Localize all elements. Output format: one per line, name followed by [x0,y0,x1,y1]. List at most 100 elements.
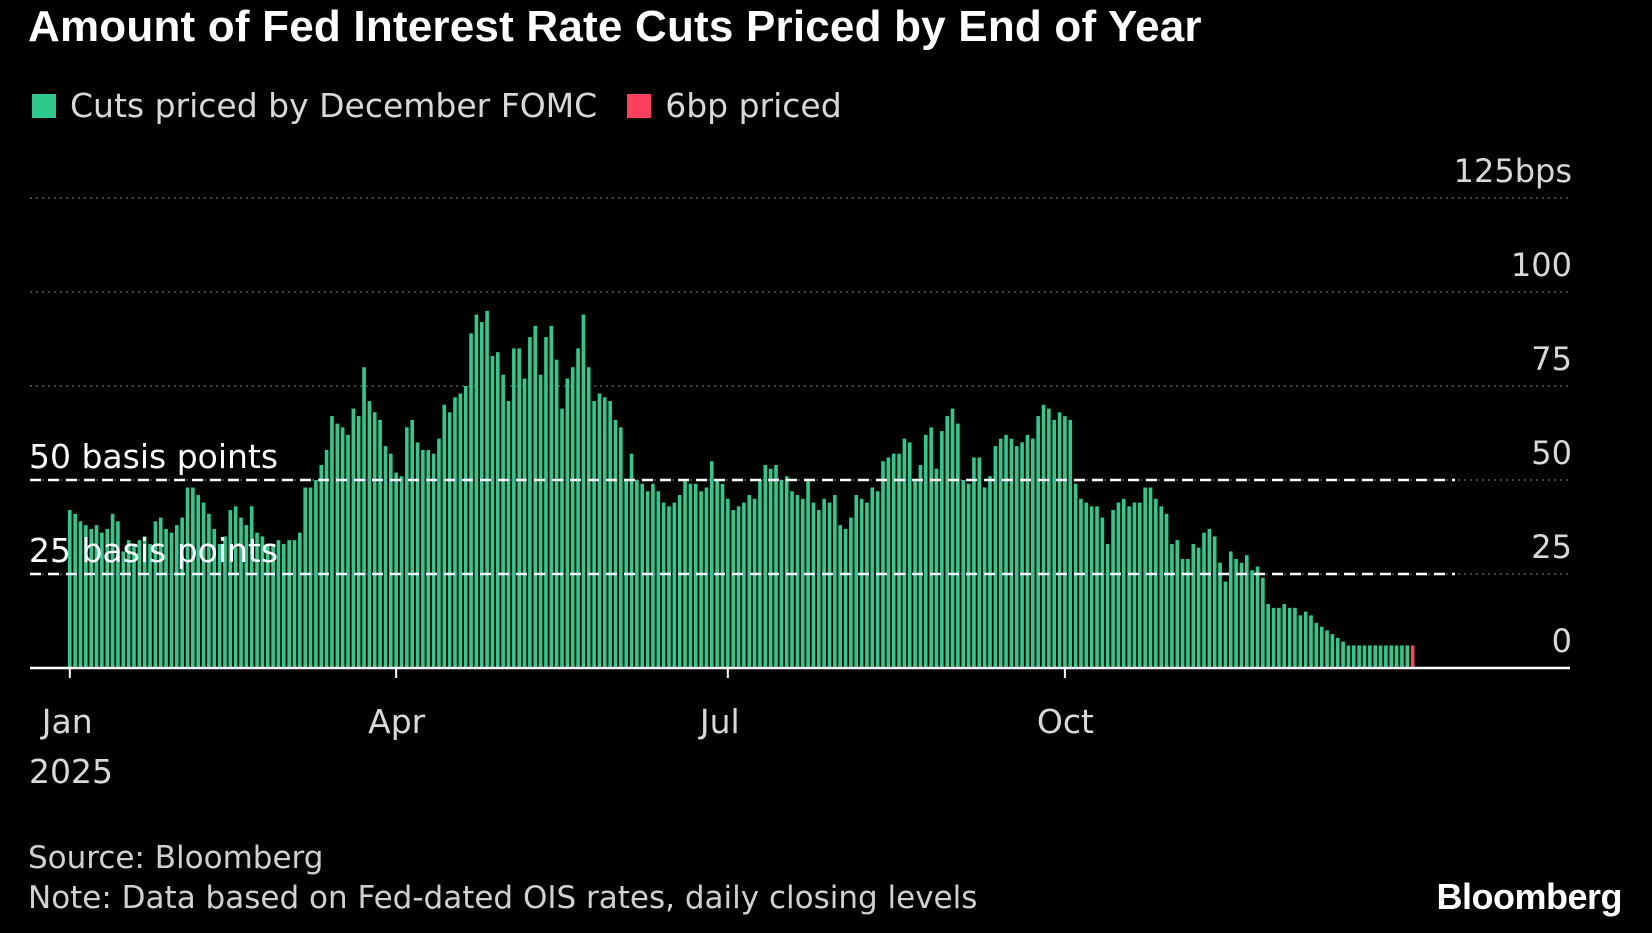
bar [597,393,602,668]
x-tick-label-Apr: Apr [368,702,426,741]
bar [1346,645,1351,668]
bar [677,495,682,668]
bar [667,506,671,668]
bar [1191,543,1196,668]
bar [726,498,730,668]
bar [512,348,516,668]
bar [276,540,281,668]
bar [907,442,912,668]
bar [1025,434,1030,668]
bar [522,378,527,668]
legend-swatch-cuts [32,93,56,118]
bar [1063,416,1067,668]
bar [993,446,998,668]
bar [1154,498,1158,668]
data-note: Note: Data based on Fed-dated OIS rates,… [28,880,978,916]
bar [1245,555,1249,668]
bar [1228,551,1233,668]
bar [1068,419,1073,668]
bar [924,434,928,668]
bar [340,427,345,668]
bar [1180,558,1185,668]
bar [576,348,580,668]
bar [608,401,612,668]
legend-label-cuts: Cuts priced by December FOMC [70,86,598,125]
bar [169,532,174,668]
bar [105,528,110,668]
bar [121,551,126,668]
bar [485,310,489,668]
bar [1132,502,1137,668]
bar [73,513,77,668]
bar [1309,615,1313,668]
bar [469,333,473,668]
bar [998,438,1003,668]
bar [1116,502,1121,668]
bar [1389,645,1394,668]
bar [1175,540,1180,668]
legend-label-6bp: 6bp priced [665,86,842,125]
bar [656,491,661,668]
bar [292,540,297,668]
bar [330,416,334,668]
bar [934,468,939,668]
bar [1357,645,1361,668]
bar [1298,615,1303,668]
bar [1277,607,1281,668]
bar [84,525,88,668]
bar [704,487,709,668]
bar [399,476,404,668]
bar [1319,626,1324,668]
bar [164,528,168,668]
bar [1138,502,1142,668]
bar [217,543,222,668]
bar [586,367,591,668]
bar [795,495,800,668]
bar [528,337,532,668]
bar [1287,607,1292,668]
bar [538,374,543,668]
bar [308,487,313,668]
bar [1250,570,1254,668]
bar [1368,645,1372,668]
bar [549,325,554,668]
bar [544,337,548,668]
bar [255,532,259,668]
bar [1031,438,1035,668]
y-tick-label-125: 125bps [1454,152,1572,190]
bar [389,453,393,668]
bar [592,401,596,668]
bar [570,367,575,668]
bar [950,408,955,668]
y-tick-label-100: 100 [1511,246,1572,284]
bar [1111,510,1115,668]
bar [693,483,698,668]
bar [929,427,933,668]
bar [490,355,495,668]
bar [966,483,971,668]
bar [228,510,233,668]
bar [1014,446,1019,668]
bar [811,502,816,668]
bar [1212,536,1217,668]
bar [661,502,666,668]
bar [720,483,725,668]
bar [249,506,254,668]
bar [271,543,275,668]
bar [356,416,361,668]
bar [784,476,789,668]
bar [849,517,853,668]
bar [1384,645,1388,668]
bar [1335,637,1340,668]
bar [175,525,179,668]
bar [790,491,794,668]
bar [1234,558,1238,668]
bar [891,453,896,668]
reference-label-25: 25 basis points [29,531,278,570]
bar [1373,645,1377,668]
bar [405,427,409,668]
legend-item-cuts: Cuts priced by December FOMC [32,86,597,125]
bar [265,543,270,668]
bar [437,438,441,668]
bar [843,528,848,668]
